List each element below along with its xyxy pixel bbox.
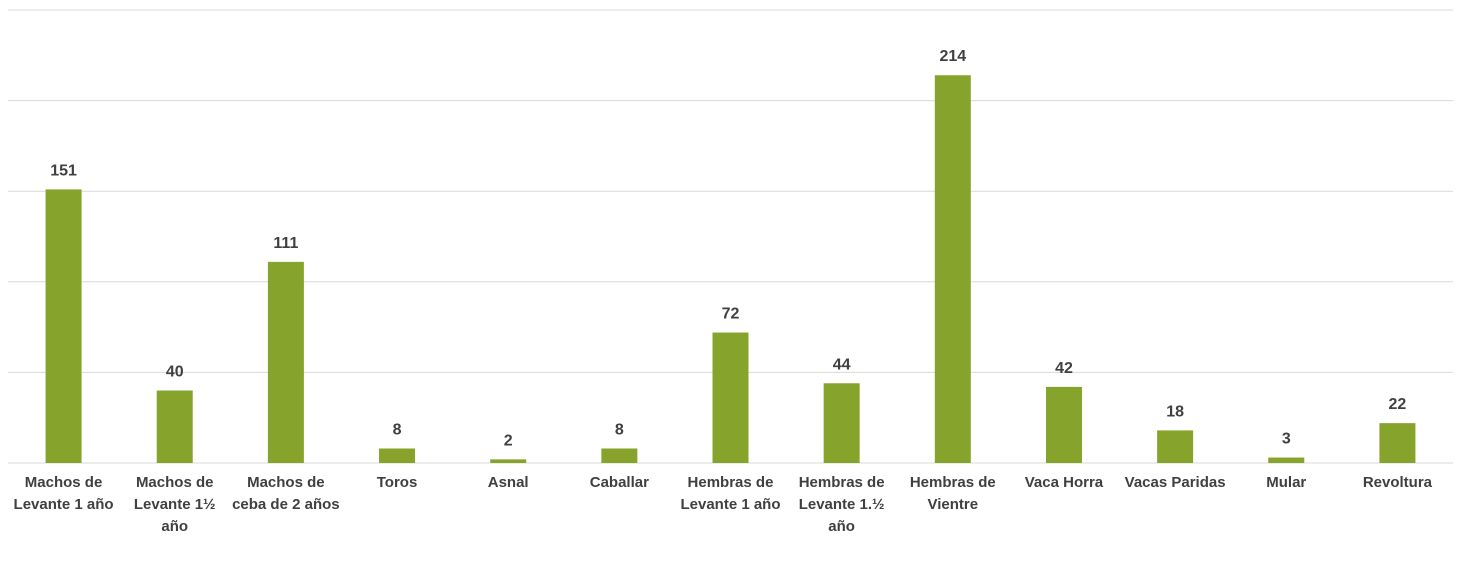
value-label: 22 bbox=[1389, 396, 1407, 413]
x-tick-label: Machos de Levante 1½ año bbox=[133, 474, 216, 535]
value-label: 214 bbox=[939, 48, 966, 65]
bar bbox=[45, 189, 82, 463]
x-tick-label: Machos de Levante 1 año bbox=[13, 474, 114, 513]
value-label: 8 bbox=[393, 422, 402, 439]
value-label: 8 bbox=[615, 422, 624, 439]
x-tick-label: Mular bbox=[1266, 474, 1307, 491]
bar bbox=[1268, 457, 1305, 463]
x-tick-label: Toros bbox=[376, 474, 418, 491]
value-label: 151 bbox=[50, 162, 77, 179]
bar bbox=[601, 448, 638, 463]
bar bbox=[379, 448, 416, 463]
x-tick-label: Machos de ceba de 2 años bbox=[232, 474, 340, 513]
x-tick-label: Vaca Horra bbox=[1024, 474, 1104, 491]
x-tick-label: Hembras de Vientre bbox=[909, 474, 996, 513]
bar bbox=[490, 459, 527, 463]
bar bbox=[1045, 386, 1082, 463]
value-label: 44 bbox=[833, 356, 851, 373]
bar bbox=[1379, 423, 1416, 463]
bar bbox=[267, 261, 304, 463]
value-label: 72 bbox=[722, 306, 740, 323]
value-label: 42 bbox=[1055, 360, 1073, 377]
x-tick-label: Revoltura bbox=[1362, 474, 1432, 491]
value-label: 2 bbox=[504, 432, 513, 449]
x-tick-label: Caballar bbox=[589, 474, 649, 491]
x-tick-label: Vacas Paridas bbox=[1124, 474, 1226, 491]
value-label: 3 bbox=[1282, 431, 1291, 448]
bar bbox=[934, 75, 971, 464]
value-label: 18 bbox=[1166, 403, 1184, 420]
x-tick-label: Asnal bbox=[487, 474, 529, 491]
x-tick-label: Hembras de Levante 1 año bbox=[680, 474, 781, 513]
value-label: 111 bbox=[273, 235, 298, 252]
bar bbox=[712, 332, 749, 463]
x-tick-label: Hembras de Levante 1.½ año bbox=[798, 474, 885, 535]
bar bbox=[1157, 430, 1194, 463]
bar bbox=[156, 390, 193, 463]
bar bbox=[823, 383, 860, 463]
value-label: 40 bbox=[166, 364, 184, 381]
